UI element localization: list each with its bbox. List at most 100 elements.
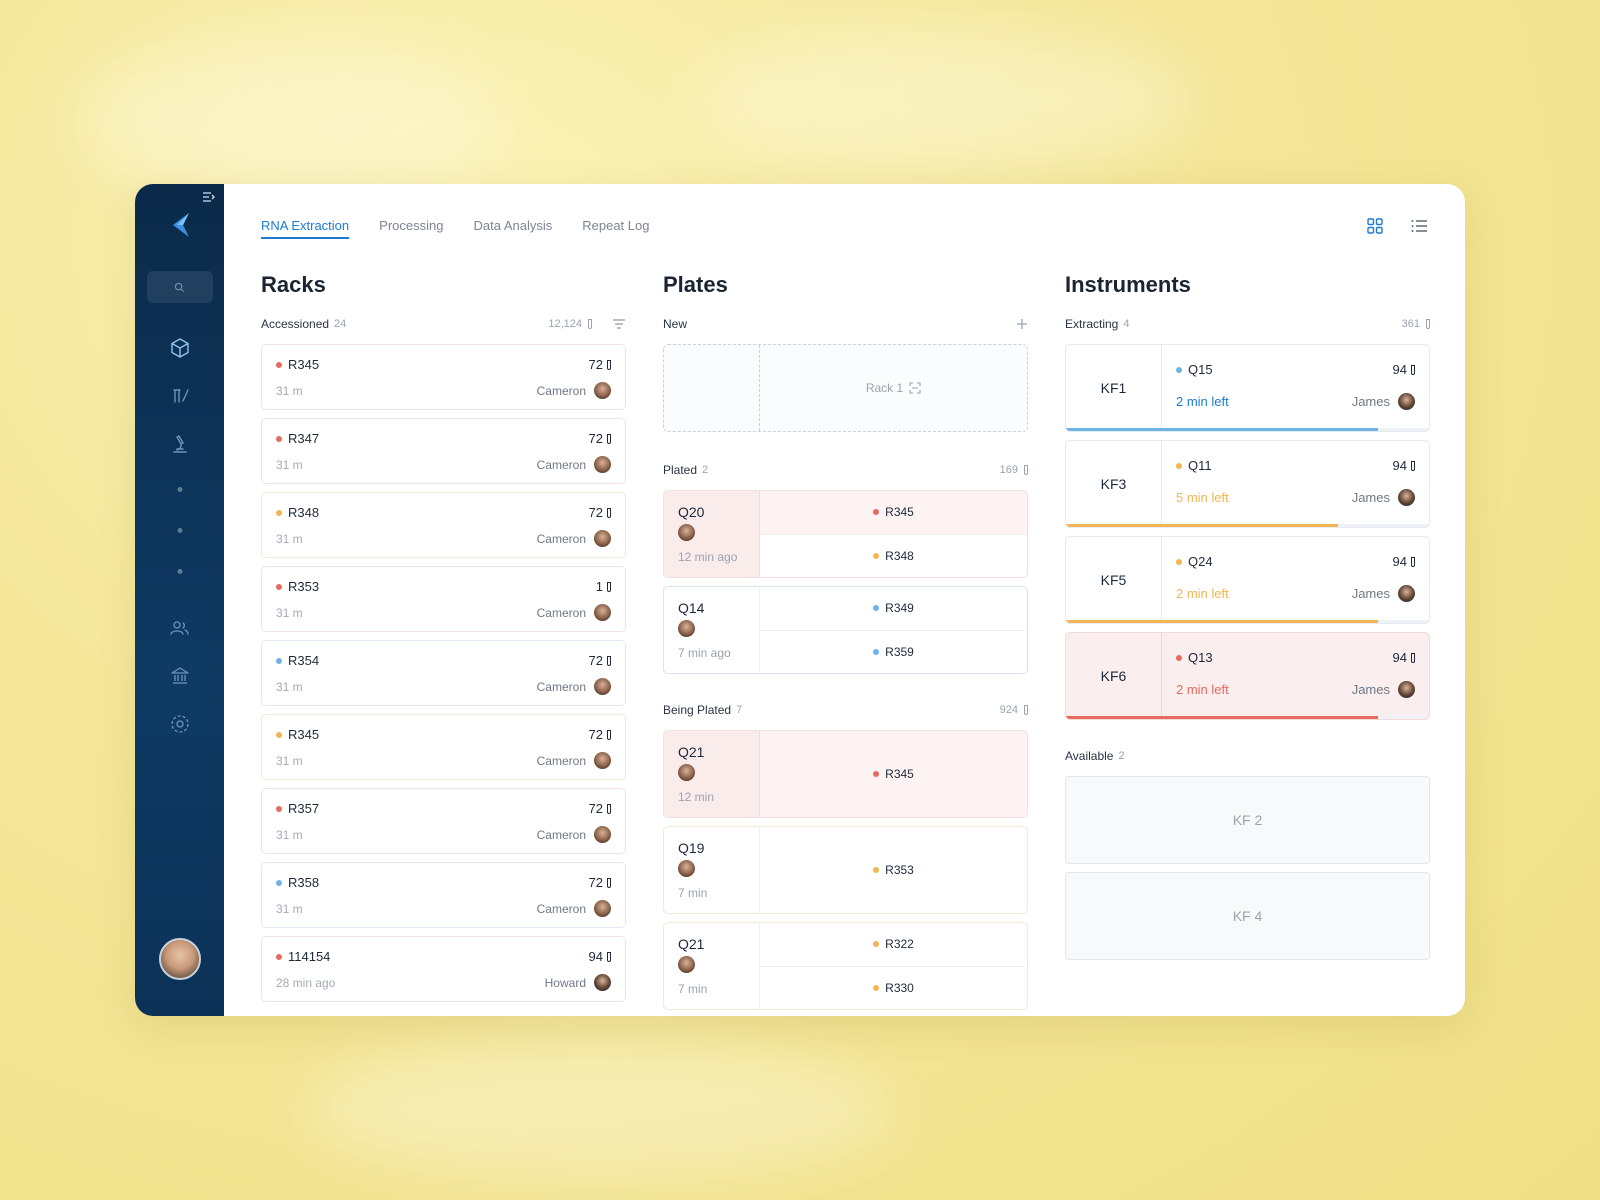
plate-rack-id: R359 [885, 644, 914, 659]
instrument-card[interactable]: KF6 Q13 94 2 min left James [1065, 632, 1430, 720]
test-tube-icon [172, 389, 189, 403]
rack-card[interactable]: 114154 94 28 min ago Howard [261, 936, 626, 1002]
section-count: 2 [1118, 750, 1125, 762]
rack-card[interactable]: R357 72 31 m Cameron [261, 788, 626, 854]
rack-card[interactable]: R345 72 31 m Cameron [261, 714, 626, 780]
tube-icon [607, 581, 611, 592]
time-left: 2 min left [1176, 682, 1229, 697]
nav-dot-3[interactable] [177, 569, 182, 574]
available-instrument[interactable]: KF 4 [1065, 872, 1430, 960]
rack-id: R347 [288, 431, 320, 446]
plate-card[interactable]: Q20 12 min ago R345 R348 [663, 490, 1028, 578]
time-left: 2 min left [1176, 586, 1229, 601]
grid-view-icon[interactable] [1365, 216, 1385, 236]
rack-time: 31 m [276, 457, 303, 472]
instrument-card[interactable]: KF5 Q24 94 2 min left James [1065, 536, 1430, 624]
nav-item-settings[interactable] [166, 710, 194, 738]
list-view-icon[interactable] [1409, 216, 1429, 236]
status-dot [276, 731, 282, 738]
rack-card[interactable]: R348 72 31 m Cameron [261, 492, 626, 558]
racks-title: Racks [261, 272, 326, 297]
rack-card[interactable]: R358 72 31 m Cameron [261, 862, 626, 928]
tab-rna-extraction[interactable]: RNA Extraction [261, 218, 350, 239]
plate-card[interactable]: Q21 7 min R322 R330 [663, 922, 1028, 1010]
plate-card[interactable]: Q19 7 min R353 [663, 826, 1028, 914]
rack-user: Cameron [536, 605, 586, 620]
section-label: Plated [663, 463, 698, 477]
plate-rack-cell[interactable]: R345 [760, 731, 1027, 817]
user-avatar-small [594, 678, 611, 695]
status-dot [873, 509, 880, 516]
tube-icon [607, 433, 611, 444]
tube-count: 72 [588, 875, 603, 890]
plate-rack-cell[interactable]: R353 [760, 827, 1027, 913]
status-dot [873, 771, 880, 777]
tube-count: 94 [588, 949, 603, 964]
available-instrument[interactable]: KF 2 [1065, 776, 1430, 864]
tab-processing[interactable]: Processing [379, 218, 444, 233]
nav-item-racks[interactable] [166, 334, 194, 362]
plate-rack-cell[interactable]: R322 [760, 923, 1027, 967]
rack-card[interactable]: R353 1 31 m Cameron [261, 566, 626, 632]
section-total: 924 [999, 704, 1018, 716]
plate-name: Q19 [678, 840, 705, 856]
instrument-name: KF3 [1066, 441, 1162, 527]
plate-rack-cell[interactable]: R330 [760, 967, 1027, 1010]
plate-id: Q13 [1188, 650, 1213, 665]
plate-card[interactable]: Q14 7 min ago R349 R359 [663, 586, 1028, 674]
sidebar [135, 184, 224, 1016]
instrument-card[interactable]: KF1 Q15 94 2 min left James [1065, 344, 1430, 432]
section-count: 24 [334, 318, 347, 330]
rack-user: Cameron [536, 531, 586, 546]
tab-repeat-log[interactable]: Repeat Log [582, 218, 650, 233]
bank-icon [170, 667, 189, 684]
user-avatar[interactable] [158, 938, 201, 980]
user-avatar-small [594, 900, 611, 917]
nav-item-tubes[interactable] [166, 382, 194, 410]
tube-icon [607, 877, 611, 888]
user-avatar-small [594, 382, 611, 399]
tube-count: 94 [1392, 458, 1407, 473]
tube-icon [607, 655, 611, 666]
tube-count: 72 [588, 801, 603, 816]
extracting-header: Extracting 4 361 [1065, 316, 1430, 332]
new-header: New [663, 316, 1028, 332]
nav-item-microscope[interactable] [166, 430, 194, 458]
user-avatar-small [678, 524, 695, 541]
rack-slot-label: Rack 1 [865, 381, 904, 395]
user-avatar-small [1398, 393, 1415, 410]
rack-user: Cameron [536, 457, 586, 472]
nav-dot-2[interactable] [177, 528, 182, 533]
collapse-sidebar-icon[interactable] [202, 190, 216, 204]
nav-item-institution[interactable] [166, 662, 194, 690]
nav-item-users[interactable] [166, 614, 194, 642]
rack-id: R345 [288, 727, 320, 742]
plate-name: Q21 [678, 744, 705, 760]
rack-time: 31 m [276, 827, 303, 842]
tube-icon [1426, 319, 1430, 329]
new-plate-dropzone[interactable]: Rack 1 [663, 344, 1028, 432]
tab-data-analysis[interactable]: Data Analysis [473, 218, 553, 233]
status-dot [1176, 558, 1182, 565]
rack-card[interactable]: R354 72 31 m Cameron [261, 640, 626, 706]
plate-rack-id: R353 [885, 863, 914, 877]
plate-card[interactable]: Q21 12 min R345 [663, 730, 1028, 818]
filter-icon[interactable] [612, 318, 626, 330]
plate-rack-cell[interactable]: R349 [760, 587, 1027, 631]
plate-rack-cell[interactable]: R348 [760, 535, 1027, 578]
plate-rack-cell[interactable]: R345 [760, 491, 1027, 535]
tube-count: 94 [1392, 362, 1407, 377]
instrument-card[interactable]: KF3 Q11 94 5 min left James [1065, 440, 1430, 528]
sidebar-search-button[interactable] [146, 271, 213, 303]
rack-card[interactable]: R345 72 31 m Cameron [261, 344, 626, 410]
nav-dot-1[interactable] [177, 487, 182, 492]
tube-icon [1024, 705, 1028, 715]
status-dot [873, 648, 880, 655]
scan-icon[interactable] [909, 382, 921, 394]
rack-id: R358 [288, 875, 320, 890]
add-icon[interactable] [1016, 318, 1028, 330]
instrument-list: KF1 Q15 94 2 min left James KF3 Q11 94 5… [1065, 344, 1430, 720]
rack-id: 114154 [288, 949, 331, 964]
plate-rack-cell[interactable]: R359 [760, 631, 1027, 674]
rack-card[interactable]: R347 72 31 m Cameron [261, 418, 626, 484]
